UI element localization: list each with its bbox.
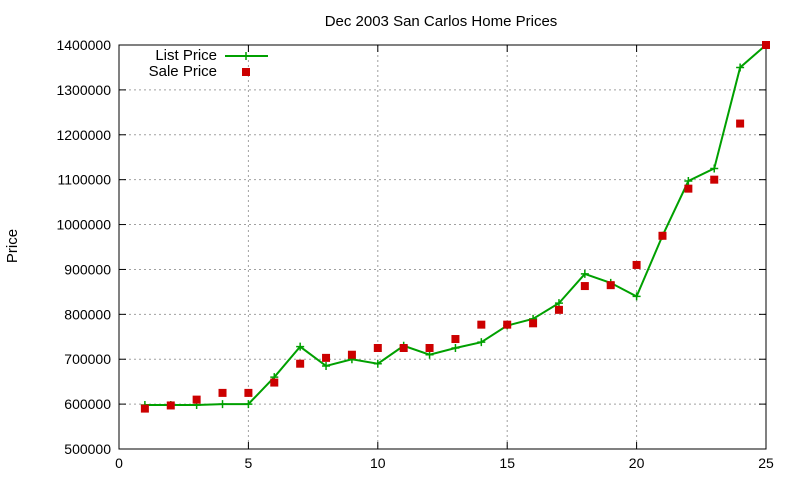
sale-price-point: [736, 119, 745, 128]
list-price-point: [632, 292, 641, 301]
chart-title: Dec 2003 San Carlos Home Prices: [325, 13, 558, 30]
sale-price-point: [373, 344, 382, 352]
legend-entry-list-price: List Price: [155, 47, 268, 64]
y-axis-label: Price: [4, 229, 21, 263]
axis-ticks: [118, 44, 767, 450]
list-price-point: [425, 350, 434, 359]
list-price-point: [710, 164, 719, 173]
sale-price-point: [451, 335, 460, 344]
sale-price-point: [762, 41, 770, 49]
sale-price-point: [296, 359, 305, 368]
sale-price-point: [580, 282, 589, 291]
series-layer: [140, 41, 770, 413]
list-price-point: [580, 269, 589, 278]
legend-label-list-price: List Price: [155, 47, 217, 64]
x-tick-label: 15: [499, 455, 515, 471]
grid-lines: [119, 45, 766, 449]
sale-price-point: [347, 350, 356, 359]
y-tick-label: 800000: [64, 306, 111, 322]
list-price-point: [322, 361, 331, 370]
sale-price-point: [192, 395, 201, 404]
list-price-point: [244, 400, 253, 409]
sale-price-point: [166, 401, 175, 410]
sale-price-point: [710, 175, 719, 184]
list-price-point: [373, 359, 382, 368]
sale-price-point: [684, 184, 693, 193]
y-tick-label: 1300000: [56, 82, 111, 98]
y-tick-label: 1000000: [56, 217, 111, 233]
tick-labels: 0 5 10 15 20 25 500000 600000 700000 800000 900000…: [56, 37, 774, 471]
legend-entry-sale-price: Sale Price: [149, 63, 250, 80]
legend: List Price Sale Price: [149, 47, 268, 80]
sale-price-point: [632, 260, 641, 269]
sale-price-point: [554, 305, 563, 314]
sale-price-point: [477, 320, 486, 329]
x-tick-label: 20: [629, 455, 645, 471]
y-tick-label: 600000: [64, 396, 111, 412]
y-tick-label: 1100000: [58, 172, 112, 188]
sale-price-point: [606, 281, 615, 290]
list-price-point: [477, 338, 486, 347]
list-price-point: [554, 299, 563, 308]
sale-price-point: [503, 320, 512, 329]
sale-price-point: [658, 231, 667, 240]
sale-price-point: [529, 319, 538, 328]
y-tick-label: 500000: [64, 441, 111, 457]
list-price-point: [218, 400, 227, 409]
sale-price-point: [322, 353, 331, 362]
x-tick-label: 25: [758, 455, 774, 471]
sale-price-point: [218, 388, 227, 397]
sale-price-point: [270, 378, 279, 387]
list-price-point: [451, 344, 460, 352]
x-tick-label: 0: [115, 455, 123, 471]
x-tick-label: 10: [370, 455, 386, 471]
list-price-point: [684, 177, 693, 186]
plot-frame: [118, 44, 767, 450]
sale-price-point: [140, 404, 149, 413]
list-price-point: [736, 63, 745, 72]
x-tick-label: 5: [245, 455, 253, 471]
list-price-point: [296, 342, 305, 351]
y-tick-label: 700000: [64, 351, 111, 367]
legend-label-sale-price: Sale Price: [149, 63, 217, 80]
legend-marker-list-price: [242, 52, 250, 60]
sale-price-point: [425, 344, 434, 352]
sale-price-point: [244, 388, 253, 397]
y-tick-label: 900000: [64, 261, 111, 277]
sale-price-point: [399, 344, 408, 352]
y-tick-label: 1400000: [56, 37, 111, 53]
y-tick-label: 1200000: [56, 127, 111, 143]
legend-marker-sale-price: [242, 68, 250, 76]
